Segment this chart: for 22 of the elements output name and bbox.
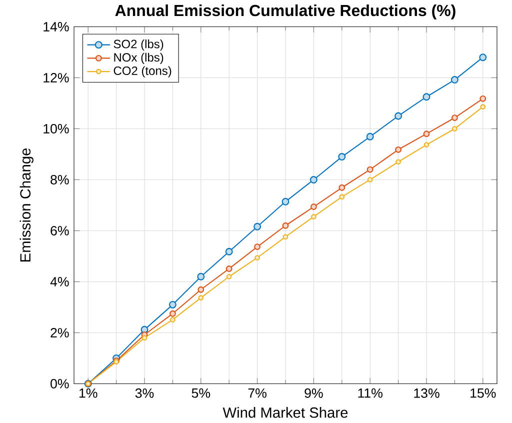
y-tick-label: 4% xyxy=(50,277,69,287)
x-tick-label: 5% xyxy=(192,388,210,398)
legend-label: CO2 (tons) xyxy=(114,66,172,78)
x-tick-label: 15% xyxy=(470,388,496,398)
chart-title: Annual Emission Cumulative Reductions (%) xyxy=(115,4,456,20)
legend-label: NOx (lbs) xyxy=(114,52,164,64)
y-tick-label: 8% xyxy=(50,175,69,185)
y-tick-label: 14% xyxy=(44,22,69,32)
y-tick-label: 12% xyxy=(44,73,69,83)
y-tick-label: 0% xyxy=(50,379,69,389)
x-tick-label: 1% xyxy=(79,388,98,398)
x-tick-label: 11% xyxy=(358,388,382,398)
x-axis-title: Wind Market Share xyxy=(222,407,348,418)
legend-label: SO2 (lbs) xyxy=(114,40,164,51)
x-tick-label: 3% xyxy=(135,388,154,398)
y-tick-label: 10% xyxy=(44,124,69,134)
x-tick-label: 13% xyxy=(414,388,440,398)
y-tick-label: 2% xyxy=(50,328,69,338)
x-tick-label: 7% xyxy=(248,388,266,398)
y-tick-label: 6% xyxy=(50,226,69,236)
y-axis-title: Emission Change xyxy=(20,148,34,262)
x-tick-label: 9% xyxy=(304,388,323,398)
